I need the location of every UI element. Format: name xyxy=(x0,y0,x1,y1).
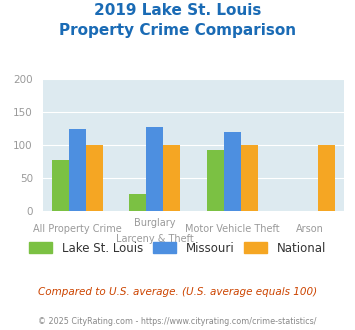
Text: Arson: Arson xyxy=(296,224,323,234)
Bar xyxy=(318,145,335,211)
Bar xyxy=(241,145,258,211)
Bar xyxy=(224,132,241,211)
Bar xyxy=(52,160,69,211)
Bar xyxy=(86,145,103,211)
Bar xyxy=(69,129,86,211)
Text: © 2025 CityRating.com - https://www.cityrating.com/crime-statistics/: © 2025 CityRating.com - https://www.city… xyxy=(38,317,317,326)
Bar xyxy=(146,127,163,211)
Text: All Property Crime: All Property Crime xyxy=(33,224,122,234)
Text: Burglary: Burglary xyxy=(134,218,175,228)
Text: Motor Vehicle Theft: Motor Vehicle Theft xyxy=(185,224,279,234)
Legend: Lake St. Louis, Missouri, National: Lake St. Louis, Missouri, National xyxy=(24,237,331,259)
Text: Compared to U.S. average. (U.S. average equals 100): Compared to U.S. average. (U.S. average … xyxy=(38,287,317,297)
Text: Larceny & Theft: Larceny & Theft xyxy=(116,234,194,244)
Bar xyxy=(163,145,180,211)
Text: 2019 Lake St. Louis
Property Crime Comparison: 2019 Lake St. Louis Property Crime Compa… xyxy=(59,3,296,38)
Bar xyxy=(129,194,146,211)
Bar xyxy=(207,150,224,211)
